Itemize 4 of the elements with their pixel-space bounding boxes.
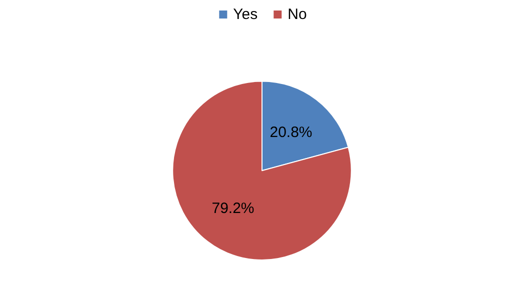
legend-label: No xyxy=(288,6,307,23)
data-label: 20.8% xyxy=(270,124,312,142)
legend-label: Yes xyxy=(233,6,258,23)
data-label: 79.2% xyxy=(212,200,254,217)
